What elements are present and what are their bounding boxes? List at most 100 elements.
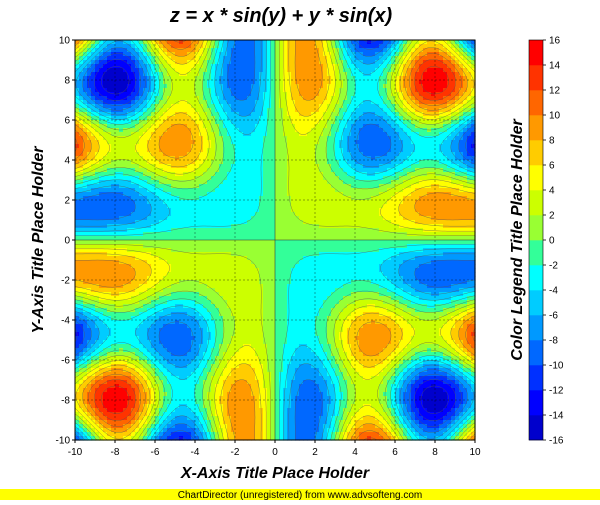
- contour-cell: [79, 184, 84, 189]
- contour-cell: [227, 332, 232, 337]
- contour-cell: [183, 280, 188, 285]
- contour-cell: [139, 60, 144, 65]
- contour-cell: [235, 124, 240, 129]
- contour-cell: [119, 312, 124, 317]
- contour-cell: [147, 328, 152, 333]
- contour-cell: [259, 228, 264, 233]
- contour-cell: [123, 232, 128, 237]
- contour-cell: [231, 232, 236, 237]
- contour-cell: [251, 204, 256, 209]
- contour-cell: [119, 204, 124, 209]
- contour-cell: [259, 76, 264, 81]
- contour-cell: [195, 268, 200, 273]
- contour-cell: [127, 288, 132, 293]
- contour-cell: [263, 108, 268, 113]
- contour-cell: [219, 268, 224, 273]
- contour-cell: [263, 356, 268, 361]
- contour-cell: [255, 360, 260, 365]
- contour-cell: [271, 204, 276, 209]
- contour-cell: [79, 200, 84, 205]
- contour-cell: [191, 124, 196, 129]
- contour-cell: [227, 256, 232, 261]
- contour-cell: [135, 124, 140, 129]
- contour-cell: [75, 164, 80, 169]
- contour-cell: [187, 300, 192, 305]
- contour-cell: [271, 212, 276, 217]
- contour-cell: [107, 196, 112, 201]
- contour-cell: [135, 312, 140, 317]
- contour-cell: [219, 348, 224, 353]
- contour-cell: [139, 180, 144, 185]
- contour-cell: [191, 84, 196, 89]
- contour-cell: [243, 172, 248, 177]
- contour-cell: [239, 196, 244, 201]
- contour-cell: [223, 404, 228, 409]
- contour-cell: [179, 236, 184, 241]
- contour-cell: [231, 168, 236, 173]
- contour-cell: [95, 108, 100, 113]
- contour-cell: [163, 136, 168, 141]
- contour-cell: [163, 220, 168, 225]
- contour-cell: [267, 204, 272, 209]
- contour-cell: [175, 184, 180, 189]
- contour-cell: [231, 368, 236, 373]
- contour-cell: [255, 52, 260, 57]
- contour-cell: [239, 352, 244, 357]
- contour-cell: [267, 64, 272, 69]
- contour-cell: [131, 224, 136, 229]
- contour-cell: [91, 216, 96, 221]
- contour-cell: [75, 396, 80, 401]
- contour-cell: [195, 432, 200, 437]
- contour-cell: [79, 96, 84, 101]
- contour-cell: [127, 252, 132, 257]
- contour-cell: [231, 88, 236, 93]
- contour-cell: [115, 100, 120, 105]
- contour-cell: [219, 252, 224, 257]
- contour-cell: [83, 96, 88, 101]
- contour-cell: [211, 72, 216, 77]
- contour-cell: [195, 344, 200, 349]
- contour-cell: [231, 244, 236, 249]
- contour-cell: [183, 172, 188, 177]
- contour-cell: [183, 40, 188, 45]
- contour-cell: [219, 276, 224, 281]
- contour-cell: [247, 340, 252, 345]
- contour-cell: [251, 276, 256, 281]
- contour-cell: [107, 412, 112, 417]
- contour-cell: [235, 52, 240, 57]
- contour-cell: [207, 336, 212, 341]
- contour-cell: [139, 316, 144, 321]
- contour-cell: [203, 220, 208, 225]
- contour-cell: [203, 108, 208, 113]
- contour-cell: [203, 180, 208, 185]
- contour-cell: [171, 392, 176, 397]
- contour-cell: [147, 124, 152, 129]
- contour-cell: [147, 172, 152, 177]
- contour-cell: [155, 412, 160, 417]
- contour-cell: [251, 260, 256, 265]
- contour-cell: [167, 324, 172, 329]
- contour-cell: [199, 408, 204, 413]
- contour-cell: [167, 252, 172, 257]
- contour-cell: [83, 132, 88, 137]
- contour-cell: [239, 416, 244, 421]
- contour-cell: [239, 320, 244, 325]
- contour-cell: [111, 76, 116, 81]
- contour-cell: [243, 184, 248, 189]
- contour-cell: [95, 104, 100, 109]
- contour-cell: [263, 216, 268, 221]
- contour-cell: [187, 104, 192, 109]
- contour-cell: [215, 112, 220, 117]
- contour-cell: [235, 236, 240, 241]
- contour-cell: [231, 148, 236, 153]
- contour-cell: [195, 308, 200, 313]
- contour-cell: [167, 424, 172, 429]
- contour-cell: [119, 72, 124, 77]
- contour-cell: [143, 172, 148, 177]
- contour-cell: [199, 40, 204, 45]
- contour-cell: [235, 180, 240, 185]
- contour-cell: [79, 240, 84, 245]
- contour-cell: [147, 316, 152, 321]
- contour-cell: [151, 176, 156, 181]
